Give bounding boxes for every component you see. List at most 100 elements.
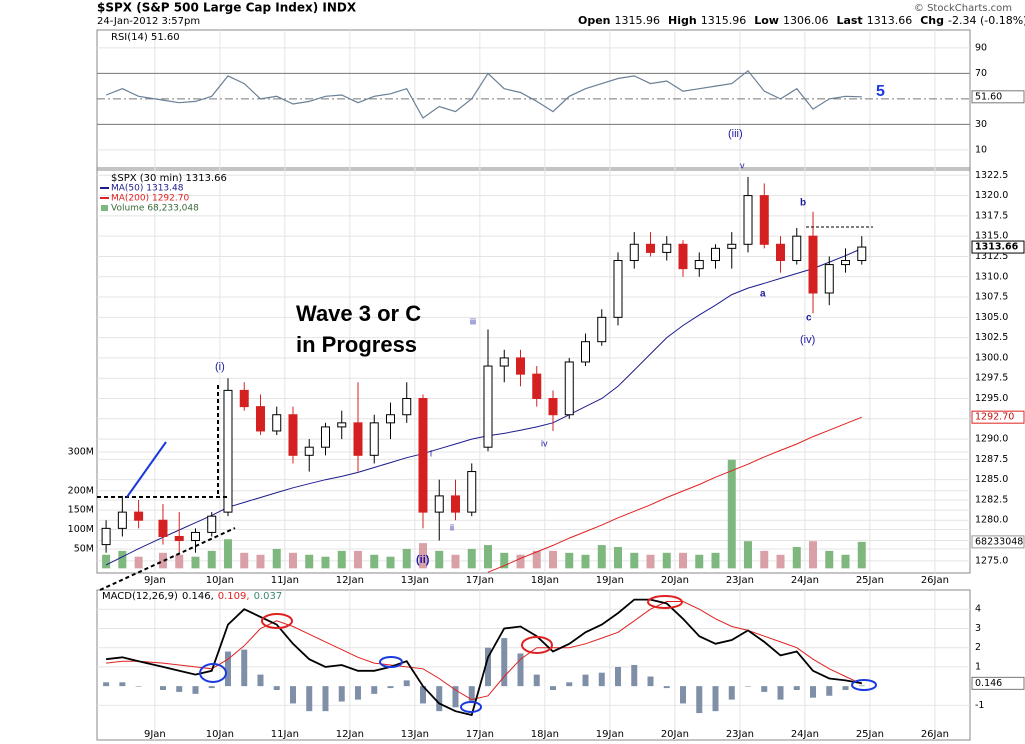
macd-histogram-bar [793, 686, 800, 690]
volume-bar [272, 548, 281, 569]
volume-bar [711, 552, 720, 569]
annotation: iii [470, 316, 476, 326]
macd-histogram-bar [712, 686, 719, 712]
volume-bar [630, 552, 639, 569]
volume-bar [695, 554, 704, 569]
trend-line [99, 527, 236, 591]
y-tick-label: 1275.0 [975, 555, 1008, 566]
y-tick-label: 1320.0 [975, 190, 1008, 201]
header-label: High [668, 14, 697, 27]
x-tick-label: 23Jan [726, 729, 754, 740]
macd-histogram-bar [615, 666, 622, 687]
candle-body [532, 373, 542, 400]
annotation: ii [450, 522, 454, 532]
volume-bar [223, 539, 232, 569]
volume-bar [158, 552, 167, 569]
y-tick-label: 1305.0 [975, 312, 1008, 323]
x-tick-label: 25Jan [856, 729, 884, 740]
candle-body [841, 260, 851, 266]
y-tick-label: 1310.0 [975, 271, 1008, 282]
macd-histogram-bar [826, 686, 833, 696]
y-tick-label: 90 [975, 42, 987, 53]
macd-histogram-bar [192, 686, 199, 694]
x-tick-label: 9Jan [144, 575, 166, 586]
x-tick-label: 11Jan [271, 729, 299, 740]
macd-histogram-bar [289, 686, 296, 704]
cross-marker [379, 656, 403, 668]
candle-body [564, 361, 574, 416]
x-tick-label: 12Jan [336, 729, 364, 740]
legend-swatch [101, 205, 108, 211]
annotation: (ii) [416, 554, 430, 566]
candle-body [134, 511, 144, 521]
y-tick-label: 50M [74, 543, 94, 554]
header: Open 1315.96 High 1315.96 Low 1306.06 Last 1313… [578, 14, 1025, 27]
volume-bar [305, 554, 314, 569]
macd-histogram-bar [631, 665, 638, 687]
header-value: 1315.96 [701, 14, 747, 27]
candle-body [597, 316, 607, 343]
macd-histogram-bar [135, 686, 142, 687]
x-tick-label: 10Jan [206, 729, 234, 740]
volume-bar [857, 541, 866, 569]
candle-body [662, 243, 672, 253]
volume-bar [451, 554, 460, 569]
volume-bar [175, 554, 184, 569]
y-tick-label: 1315.0 [975, 231, 1008, 242]
volume-bar [614, 547, 623, 569]
annotation: i [430, 448, 432, 458]
annotation: iv [541, 438, 548, 448]
cross-marker [460, 701, 482, 713]
macd-histogram-bar [468, 686, 475, 702]
volume-bar [370, 554, 379, 569]
macd-histogram-bar [273, 686, 280, 690]
volume-bar [102, 554, 111, 569]
candle-body [353, 422, 363, 456]
chart-title: $SPX (S&P 500 Large Cap Index) INDX [97, 1, 357, 15]
x-tick-label: 17Jan [466, 575, 494, 586]
x-tick-label: 23Jan [726, 575, 754, 586]
macd-histogram-bar [858, 685, 865, 687]
rsi-panel [96, 29, 971, 171]
y-tick-label: 10 [975, 144, 987, 155]
macd-signal-line [106, 601, 863, 701]
annotation: in Progress [296, 332, 417, 357]
volume-bar [516, 554, 525, 569]
macd-histogram-bar [371, 686, 378, 694]
x-tick-label: 18Jan [531, 729, 559, 740]
price-legend: $SPX (30 min) 1313.66 [111, 173, 227, 184]
volume-bar [809, 541, 818, 569]
cross-marker [851, 679, 877, 691]
candle-body [824, 264, 834, 294]
macd-histogram-bar [436, 686, 443, 712]
candle-body [792, 235, 802, 262]
annotation: (i) [215, 361, 225, 373]
y-tick-label: 1312.5 [975, 251, 1008, 262]
candle-body [694, 260, 704, 270]
cross-marker [199, 663, 227, 683]
candle-body [857, 246, 867, 262]
header-label: Last [836, 14, 862, 27]
volume-bar [435, 550, 444, 569]
value-box-label: 51.60 [975, 91, 1002, 102]
y-tick-label: 1317.5 [975, 210, 1008, 221]
volume-bar [581, 554, 590, 569]
x-tick-label: 26Jan [921, 575, 949, 586]
candle-body [646, 243, 656, 253]
annotation: a [760, 289, 766, 300]
candle-body [727, 243, 737, 249]
y-tick-label: 150M [68, 505, 94, 516]
x-tick-label: 9Jan [144, 729, 166, 740]
candle-body [385, 414, 395, 424]
cross-marker [261, 613, 293, 629]
candle-body [101, 527, 111, 546]
volume-bar [467, 548, 476, 569]
x-tick-label: 26Jan [921, 729, 949, 740]
candle-body [239, 389, 249, 408]
macd-histogram-bar [241, 649, 248, 687]
x-tick-label: 18Jan [531, 575, 559, 586]
candle-body [174, 535, 184, 542]
macd-legend: MACD(12,26,9) [102, 591, 178, 602]
macd-histogram-bar [777, 686, 784, 700]
header-value: 1313.66 [867, 14, 913, 27]
